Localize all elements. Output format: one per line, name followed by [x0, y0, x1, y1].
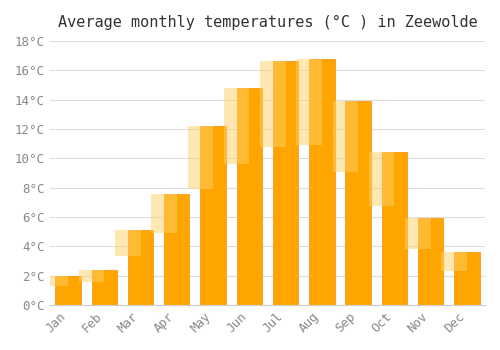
Bar	[42, 276, 68, 286]
Title: Average monthly temperatures (°C ) in Zeewolde: Average monthly temperatures (°C ) in Ze…	[58, 15, 478, 30]
Bar	[442, 252, 467, 271]
Bar	[200, 126, 226, 305]
Bar	[188, 126, 213, 189]
Bar	[405, 218, 430, 249]
Bar	[273, 62, 298, 305]
Bar	[382, 153, 407, 305]
Bar	[92, 270, 117, 305]
Bar	[128, 230, 153, 305]
Bar	[309, 58, 334, 305]
Bar	[454, 252, 479, 305]
Bar	[115, 230, 140, 257]
Bar	[260, 62, 285, 147]
Bar	[236, 88, 262, 305]
Bar	[224, 88, 250, 164]
Bar	[296, 58, 322, 145]
Bar	[418, 218, 444, 305]
Bar	[332, 101, 358, 173]
Bar	[152, 194, 177, 232]
Bar	[79, 270, 104, 282]
Bar	[346, 101, 371, 305]
Bar	[164, 194, 190, 305]
Bar	[369, 153, 394, 206]
Bar	[56, 276, 80, 305]
